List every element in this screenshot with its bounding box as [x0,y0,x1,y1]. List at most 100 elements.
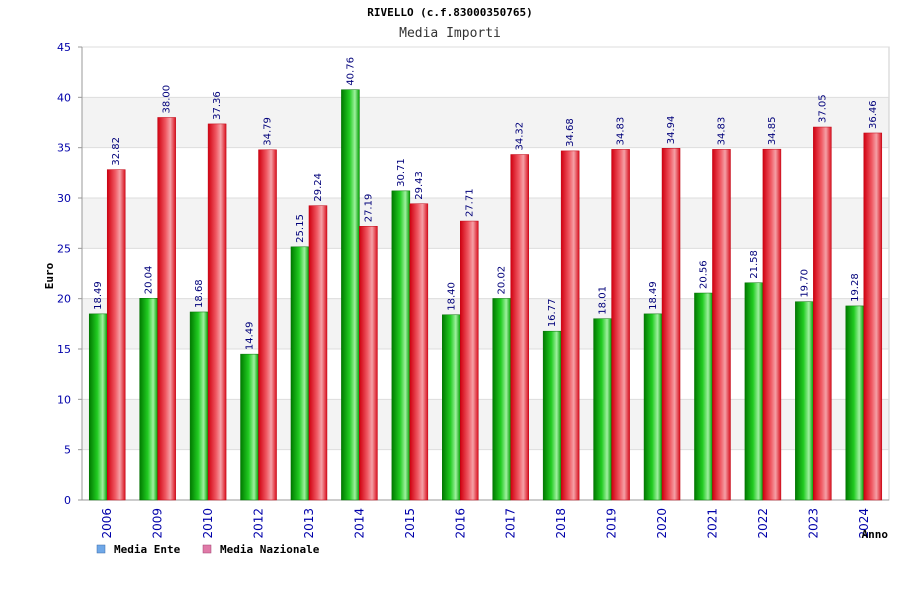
x-axis-ticks: 2006 2009 2010 2012 2013 2014 2015 2016 2017 2018… [100,508,871,539]
data-label-media-ente: 25.15 [295,214,306,243]
y-tick-label: 45 [57,41,71,54]
data-label-media-nazionale: 37.05 [817,94,828,123]
bar-media-nazionale [611,149,630,501]
data-label-media-nazionale: 38.00 [162,85,173,114]
bar-media-ente [240,353,259,501]
data-label-media-nazionale: 36.46 [868,100,879,129]
bar-media-nazionale [712,149,731,501]
data-label-media-ente: 18.49 [93,281,104,310]
x-tick-label: 2017 [504,508,518,539]
data-label-media-ente: 18.68 [194,279,205,308]
bar-media-ente [694,292,713,501]
data-label-media-nazionale: 27.71 [464,188,475,217]
bar-media-nazionale [106,169,126,501]
x-tick-label: 2010 [201,508,215,539]
bar-media-ente [139,298,158,501]
x-tick-label: 2015 [403,508,417,539]
bar-media-nazionale [661,148,681,501]
bar-media-ente [744,282,764,501]
x-tick-label: 2016 [453,508,467,539]
bar-media-ente [492,298,511,501]
x-tick-label: 2018 [554,508,568,539]
bar-media-nazionale [813,126,832,501]
bar-media-ente [290,246,310,501]
data-label-media-ente: 14.49 [245,321,256,350]
data-label-media-ente: 19.70 [799,269,810,298]
x-axis-label: Anno [862,528,889,541]
y-tick-label: 40 [57,91,71,104]
data-label-media-nazionale: 32.82 [111,137,122,166]
bar-media-nazionale [308,205,328,501]
data-label-media-nazionale: 34.32 [515,122,526,151]
x-tick-label: 2019 [605,508,619,539]
y-tick-label: 25 [57,242,71,255]
data-label-media-ente: 20.02 [497,266,508,295]
data-label-media-nazionale: 34.83 [616,117,627,146]
x-tick-label: 2006 [100,508,114,539]
data-label-media-ente: 30.71 [396,158,407,187]
bar-media-nazionale [359,226,378,501]
bar-media-nazionale [762,148,782,501]
x-tick-label: 2020 [655,508,669,539]
data-label-media-ente: 21.58 [749,250,760,279]
x-tick-label: 2023 [806,508,820,539]
data-label-media-nazionale: 34.83 [716,117,727,146]
chart-subtitle: Media Importi [399,26,501,41]
y-axis-ticks: 0 5 10 15 20 25 30 35 40 45 [57,41,71,507]
x-tick-label: 2021 [705,508,719,539]
x-tick-label: 2022 [756,508,770,539]
data-label-media-nazionale: 34.94 [666,116,677,145]
bar-media-ente [341,89,360,501]
x-tick-label: 2009 [151,508,165,539]
bar-media-nazionale [460,220,479,501]
legend-swatch-media-nazionale [202,544,212,554]
chart-title: RIVELLO (c.f.83000350765) [367,6,533,19]
y-axis-label: Euro [43,262,56,289]
bar-media-ente [442,314,461,501]
bar-media-nazionale [157,117,176,501]
x-tick-label: 2024 [857,508,871,539]
data-label-media-ente: 20.56 [698,260,709,289]
bar-media-nazionale [258,149,277,501]
bar-media-ente [593,318,612,501]
data-label-media-ente: 16.77 [547,299,558,328]
data-label-media-ente: 20.04 [144,266,155,295]
bar-media-ente [795,301,814,501]
bar-media-nazionale [863,132,883,501]
data-label-media-nazionale: 34.85 [767,117,778,146]
bar-media-nazionale [560,150,580,501]
y-tick-label: 15 [57,343,71,356]
data-label-media-ente: 18.49 [648,281,659,310]
data-label-media-nazionale: 37.36 [212,91,223,120]
x-tick-label: 2012 [252,508,266,539]
bar-media-nazionale [510,154,529,501]
data-labels: 18.49 32.82 20.04 38.00 18.68 37.36 14.49 34.79… [93,57,879,350]
bar-media-ente [845,305,865,501]
y-tick-label: 10 [57,393,71,406]
bar-media-ente [189,311,209,501]
legend-label-media-nazionale: Media Nazionale [220,543,320,556]
bar-media-nazionale [207,123,227,501]
data-label-media-ente: 18.01 [598,286,609,315]
legend-label-media-ente: Media Ente [114,543,181,556]
data-label-media-ente: 18.40 [446,282,457,311]
data-label-media-ente: 19.28 [850,273,861,302]
data-label-media-nazionale: 29.24 [313,173,324,202]
bar-media-nazionale [409,203,429,501]
y-tick-label: 5 [64,444,71,457]
bar-media-ente [643,313,663,501]
x-tick-label: 2013 [302,508,316,539]
y-tick-label: 0 [64,494,71,507]
bar-media-ente [542,330,562,501]
legend: Media Ente Media Nazionale [96,543,320,556]
bars [88,89,883,501]
bar-media-ente [391,190,411,501]
data-label-media-nazionale: 27.19 [363,194,374,223]
y-tick-label: 20 [57,293,71,306]
data-label-media-nazionale: 29.43 [414,171,425,200]
x-tick-label: 2014 [352,508,366,539]
data-label-media-nazionale: 34.79 [263,117,274,146]
legend-swatch-media-ente [96,544,106,554]
y-tick-label: 35 [57,142,71,155]
